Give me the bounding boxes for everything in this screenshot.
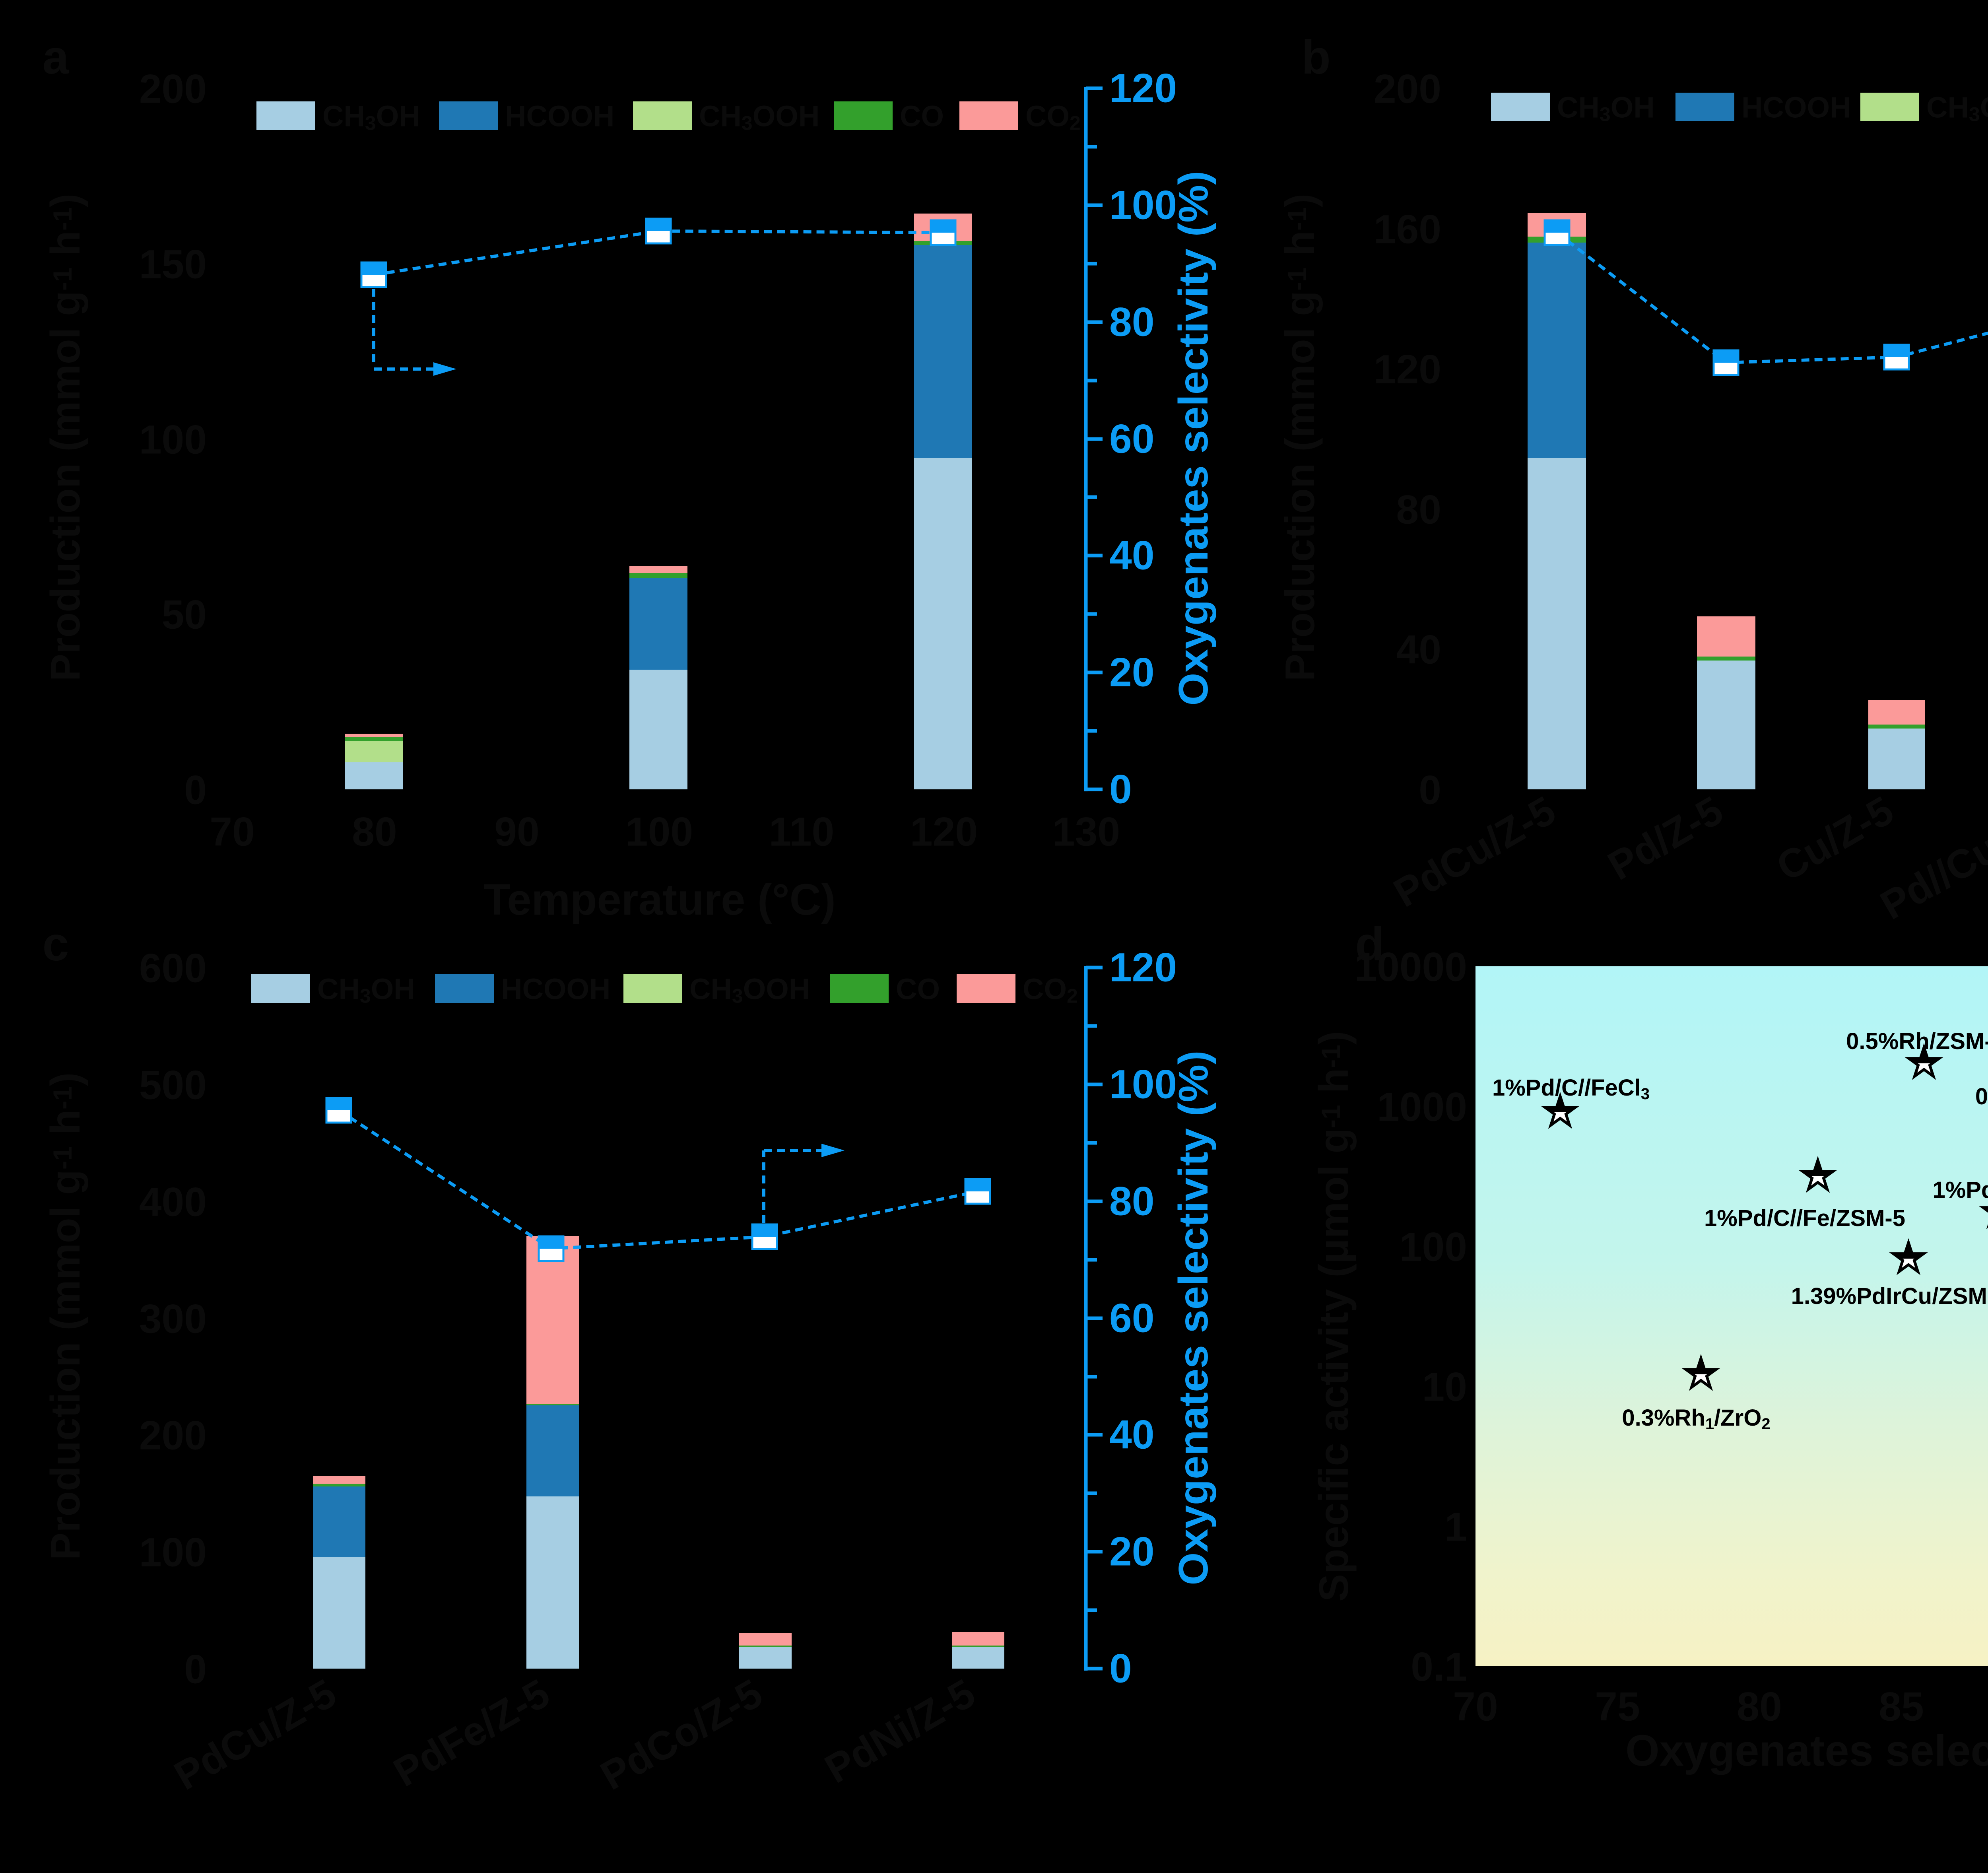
svg-text:400: 400 — [139, 1179, 207, 1225]
svg-text:CH3OOH: CH3OOH — [689, 973, 810, 1007]
svg-text:200: 200 — [139, 1413, 207, 1458]
svg-text:1000: 1000 — [1377, 1084, 1467, 1130]
svg-text:d: d — [1355, 917, 1384, 971]
svg-text:0: 0 — [1109, 767, 1132, 812]
svg-text:1%Pd/C//Fe/ZSM-5: 1%Pd/C//Fe/ZSM-5 — [1704, 1205, 1905, 1231]
svg-text:160: 160 — [1374, 207, 1441, 252]
svg-text:0: 0 — [1419, 767, 1441, 813]
svg-text:100: 100 — [1109, 1062, 1177, 1107]
svg-text:70: 70 — [1453, 1684, 1498, 1729]
svg-text:300: 300 — [139, 1296, 207, 1342]
svg-text:20: 20 — [1109, 1529, 1154, 1574]
svg-text:60: 60 — [1109, 1296, 1154, 1341]
svg-text:100: 100 — [1400, 1224, 1467, 1270]
svg-text:Production (mmol g-1 h-1): Production (mmol g-1 h-1) — [1277, 194, 1323, 682]
svg-text:200: 200 — [139, 66, 207, 112]
svg-text:60: 60 — [1109, 416, 1154, 462]
svg-text:1%PdAu/TiO2: 1%PdAu/TiO2 — [1932, 1177, 1988, 1205]
svg-text:75: 75 — [1595, 1684, 1640, 1729]
svg-text:a: a — [43, 31, 70, 84]
svg-text:0.1: 0.1 — [1411, 1644, 1467, 1690]
svg-text:100: 100 — [139, 417, 207, 462]
svg-text:CH3OOH: CH3OOH — [699, 100, 819, 134]
svg-text:10: 10 — [1422, 1364, 1467, 1410]
svg-text:70: 70 — [210, 809, 254, 855]
svg-text:c: c — [43, 917, 69, 971]
svg-text:120: 120 — [1374, 347, 1441, 392]
svg-text:100: 100 — [1109, 183, 1177, 228]
svg-text:0: 0 — [1109, 1646, 1132, 1691]
svg-text:0.3%Rh1/ZrO2: 0.3%Rh1/ZrO2 — [1622, 1405, 1770, 1433]
svg-text:Production (mmol g-1 h-1): Production (mmol g-1 h-1) — [43, 1073, 89, 1560]
svg-text:10000: 10000 — [1354, 944, 1467, 990]
svg-text:HCOOH: HCOOH — [1741, 91, 1851, 124]
svg-text:Oxygenates selectivity (%): Oxygenates selectivity (%) — [1171, 171, 1217, 706]
svg-text:120: 120 — [910, 809, 978, 855]
svg-text:HCOOH: HCOOH — [501, 973, 610, 1006]
svg-text:120: 120 — [1109, 66, 1177, 111]
svg-text:200: 200 — [1374, 66, 1441, 112]
svg-text:20: 20 — [1109, 650, 1154, 695]
svg-text:110: 110 — [769, 809, 835, 855]
svg-text:Oxygenates selectivity (%): Oxygenates selectivity (%) — [1625, 1726, 1988, 1775]
svg-text:600: 600 — [139, 946, 207, 991]
svg-text:85: 85 — [1879, 1684, 1924, 1729]
svg-text:1.39%PdIrCu/ZSM-5: 1.39%PdIrCu/ZSM-5 — [1791, 1283, 1988, 1309]
svg-text:0: 0 — [184, 767, 207, 813]
svg-text:120: 120 — [1109, 945, 1177, 990]
svg-text:80: 80 — [1737, 1684, 1782, 1729]
svg-text:0.3%Rh/CeO2: 0.3%Rh/CeO2 — [1975, 1084, 1988, 1111]
svg-text:Production (mmol g-1 h-1): Production (mmol g-1 h-1) — [43, 194, 89, 682]
svg-text:130: 130 — [1052, 809, 1120, 855]
svg-text:0: 0 — [184, 1647, 207, 1692]
svg-text:1%Pd/C//FeCl3: 1%Pd/C//FeCl3 — [1492, 1075, 1650, 1103]
svg-text:1: 1 — [1444, 1504, 1467, 1550]
svg-text:80: 80 — [1396, 487, 1441, 532]
svg-text:CO: CO — [900, 100, 944, 133]
svg-text:90: 90 — [494, 809, 539, 855]
svg-text:80: 80 — [1109, 299, 1154, 345]
svg-text:HCOOH: HCOOH — [505, 100, 614, 133]
svg-text:Temperature (°C): Temperature (°C) — [483, 875, 835, 924]
svg-text:150: 150 — [139, 242, 207, 287]
svg-text:40: 40 — [1396, 627, 1441, 672]
svg-text:500: 500 — [139, 1063, 207, 1108]
svg-text:100: 100 — [139, 1530, 207, 1575]
svg-text:0.5%Rh/ZSM-5: 0.5%Rh/ZSM-5 — [1846, 1028, 1988, 1054]
svg-text:CO: CO — [896, 973, 940, 1006]
svg-text:100: 100 — [625, 809, 693, 855]
svg-text:50: 50 — [162, 592, 207, 637]
svg-text:Oxygenates selectivity (%): Oxygenates selectivity (%) — [1171, 1051, 1217, 1585]
svg-text:80: 80 — [352, 809, 397, 855]
svg-text:b: b — [1301, 31, 1330, 84]
svg-text:40: 40 — [1109, 533, 1154, 578]
svg-text:40: 40 — [1109, 1412, 1154, 1457]
svg-text:80: 80 — [1109, 1179, 1154, 1224]
